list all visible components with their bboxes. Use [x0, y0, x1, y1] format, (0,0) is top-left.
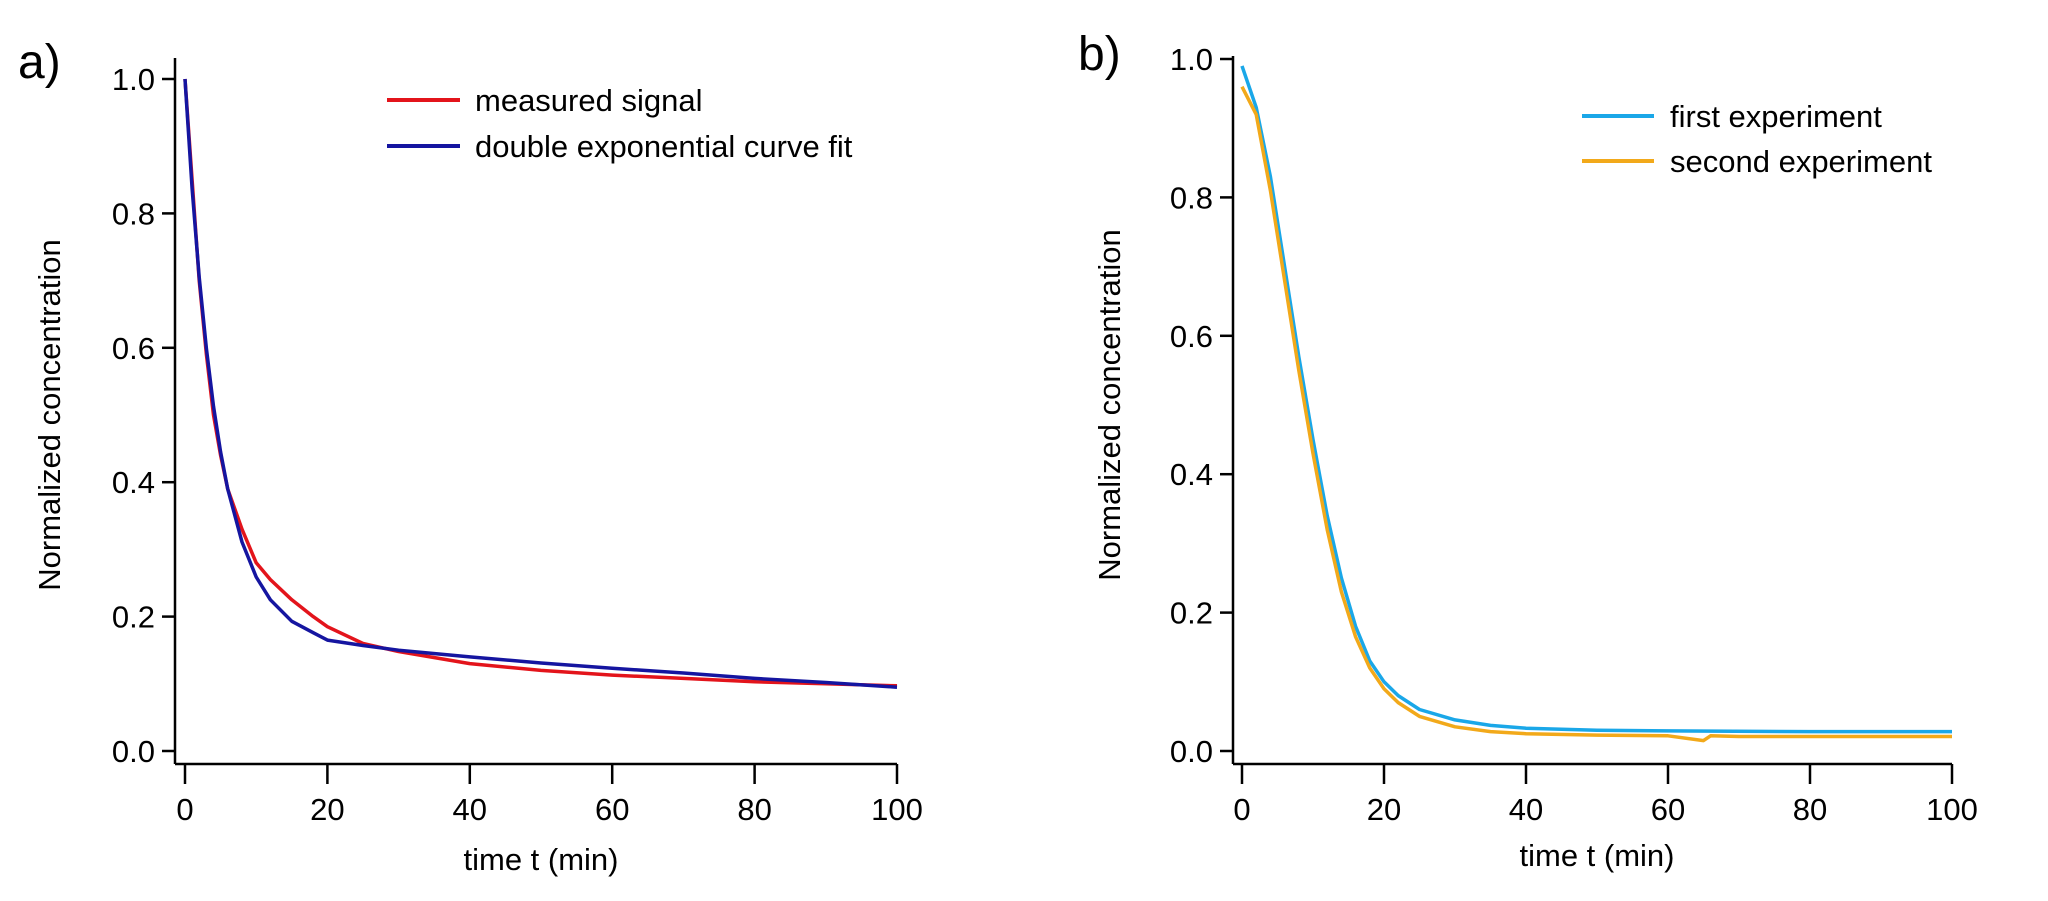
- y-tick-label: 0.2: [1170, 596, 1213, 631]
- x-tick-label: 40: [1509, 792, 1543, 827]
- y-tick-label: 0.2: [112, 600, 155, 635]
- y-tick-label: 1.0: [1170, 42, 1213, 77]
- x-tick-label: 0: [176, 792, 193, 827]
- y-tick-label: 0.8: [112, 196, 155, 231]
- x-tick-label: 100: [1926, 792, 1978, 827]
- x-tick-label: 60: [1651, 792, 1685, 827]
- y-axis-label-b: Normalized concentration: [1092, 229, 1127, 581]
- legend-label-first-experiment: first experiment: [1670, 99, 1882, 134]
- x-tick-label: 100: [871, 792, 923, 827]
- x-tick-label: 20: [1367, 792, 1401, 827]
- y-tick-label: 0.4: [112, 465, 155, 500]
- chart-panel-a: a) Normalized concentration time t (min)…: [18, 36, 923, 877]
- x-axis-label-b: time t (min): [1520, 838, 1675, 873]
- y-tick-label: 0.8: [1170, 180, 1213, 215]
- series-line-measured-signal: [183, 78, 898, 688]
- x-tick-label: 40: [453, 792, 487, 827]
- legend-label-curve-fit: double exponential curve fit: [475, 129, 853, 164]
- y-tick-label: 0.0: [1170, 734, 1213, 769]
- x-tick-label: 20: [310, 792, 344, 827]
- legend-label-measured-signal: measured signal: [475, 83, 702, 118]
- series-line-second-experiment: [1240, 85, 1952, 743]
- y-tick-label: 0.6: [1170, 319, 1213, 354]
- y-tick-label: 1.0: [112, 62, 155, 97]
- legend-label-second-experiment: second experiment: [1670, 144, 1932, 179]
- x-tick-label: 0: [1233, 792, 1250, 827]
- series-line-double-exponential-curve-fit: [183, 78, 898, 689]
- x-tick-label: 80: [1793, 792, 1827, 827]
- x-tick-label: 60: [595, 792, 629, 827]
- x-tick-label: 80: [737, 792, 771, 827]
- y-axis-label-a: Normalized concentration: [32, 239, 67, 591]
- panel-label-b: b): [1078, 28, 1121, 81]
- y-tick-label: 0.0: [112, 734, 155, 769]
- chart-panel-b: b) Normalized concentration time t (min)…: [1078, 28, 1978, 873]
- x-axis-label-a: time t (min): [464, 842, 619, 877]
- series-line-first-experiment: [1240, 65, 1952, 734]
- panel-label-a: a): [18, 36, 61, 89]
- y-tick-label: 0.4: [1170, 457, 1213, 492]
- y-tick-label: 0.6: [112, 331, 155, 366]
